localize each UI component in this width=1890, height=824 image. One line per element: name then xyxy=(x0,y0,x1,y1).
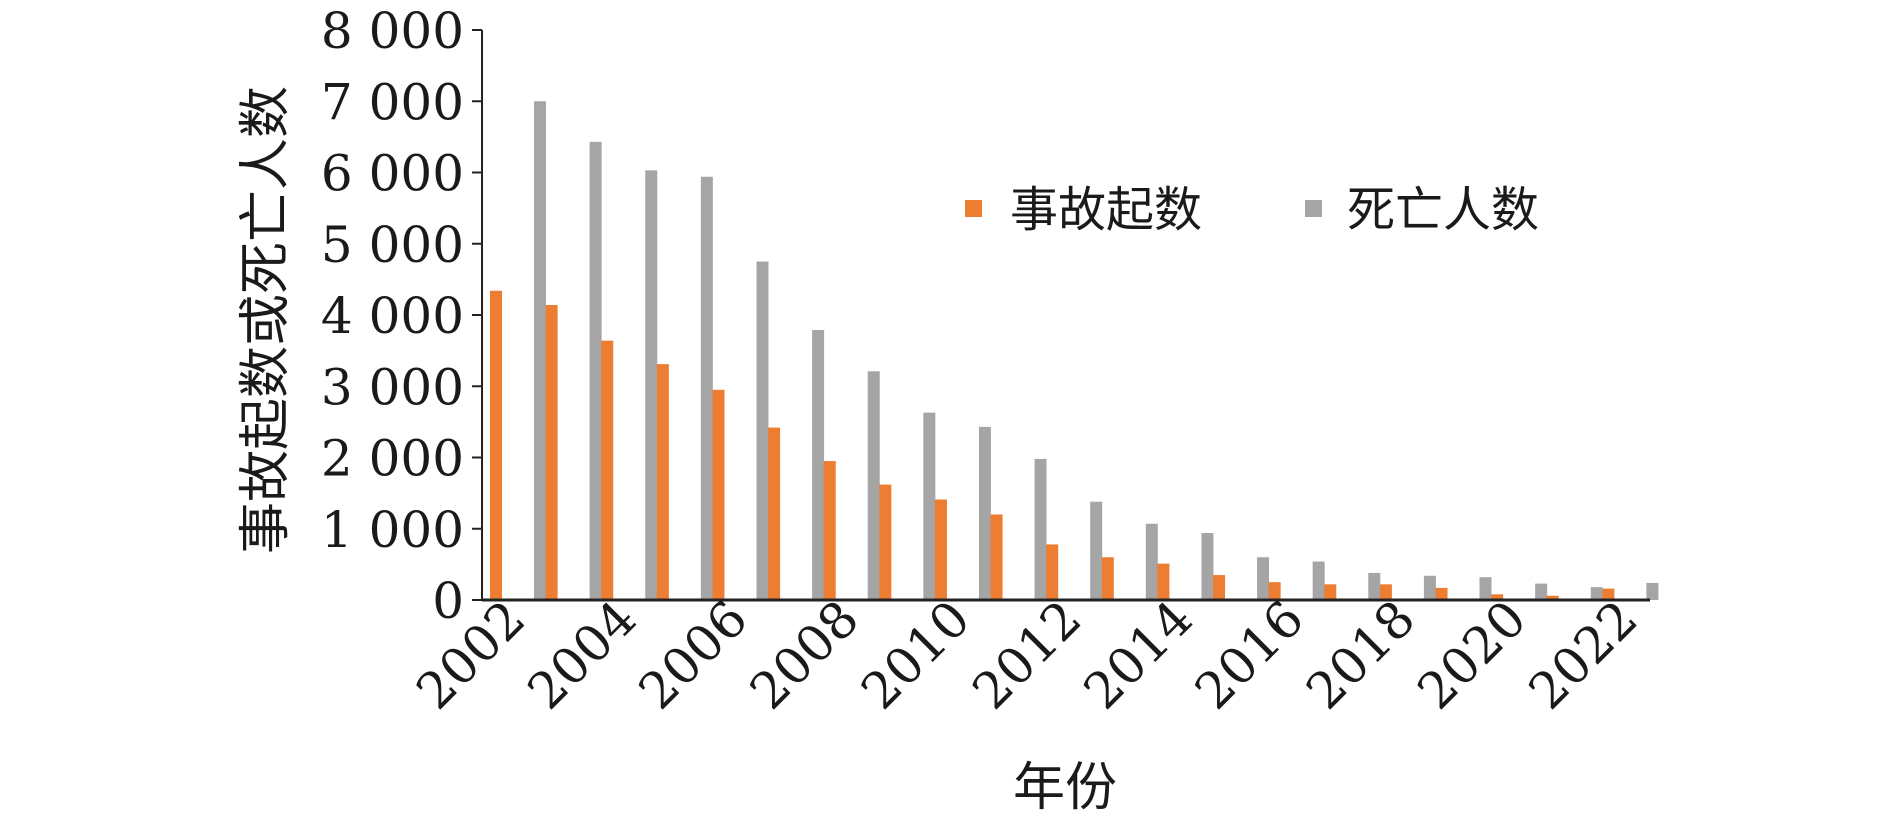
x-tick-label: 2008 xyxy=(739,589,870,720)
bar-deaths xyxy=(1257,557,1270,600)
bar-accidents xyxy=(712,389,725,600)
y-axis-title: 事故起数或死亡人数 xyxy=(236,86,296,554)
bar-deaths xyxy=(1145,523,1158,600)
bar-accidents xyxy=(1157,563,1170,600)
bar-deaths xyxy=(1590,587,1603,600)
bar-accidents xyxy=(601,340,614,600)
bar-accidents xyxy=(879,484,892,600)
legend-label-accidents: 事故起数 xyxy=(1010,182,1202,238)
legend-label-deaths: 死亡人数 xyxy=(1347,182,1539,238)
bar-deaths xyxy=(1034,458,1047,600)
bar-deaths xyxy=(645,170,658,601)
bar-deaths xyxy=(1535,583,1548,600)
bar-accidents xyxy=(1324,584,1337,600)
bar-deaths xyxy=(1646,582,1659,600)
bar-accidents xyxy=(1435,587,1448,600)
bar-deaths xyxy=(812,329,825,600)
x-tick-label: 2014 xyxy=(1073,589,1204,720)
bar-accidents xyxy=(1379,584,1392,600)
bar-accidents xyxy=(1213,575,1226,600)
y-tick-label: 6 000 xyxy=(321,145,464,203)
bar-deaths xyxy=(1312,561,1325,600)
bar-accidents xyxy=(934,499,947,600)
bar-deaths xyxy=(1090,501,1103,600)
x-tick-label: 2020 xyxy=(1406,589,1537,720)
bar-deaths xyxy=(923,412,936,600)
bar-accidents xyxy=(545,305,558,600)
bar-accidents xyxy=(490,290,502,600)
bar-deaths xyxy=(1201,533,1214,600)
bar-deaths xyxy=(1423,575,1436,600)
bar-accidents xyxy=(1491,594,1504,600)
y-tick-label: 0 xyxy=(432,572,464,630)
bar-deaths xyxy=(1479,577,1492,600)
x-tick-label: 2006 xyxy=(628,589,759,720)
bar-accidents xyxy=(656,364,669,600)
bar-deaths xyxy=(534,101,546,600)
x-axis: 2002200420062008201020122014201620182020… xyxy=(405,589,1650,720)
y-tick-label: 8 000 xyxy=(321,2,464,60)
x-tick-label: 2012 xyxy=(961,589,1092,720)
x-tick-label: 2010 xyxy=(850,589,981,720)
bars xyxy=(490,101,1659,601)
bar-deaths xyxy=(867,371,880,600)
bar-deaths xyxy=(1368,572,1381,600)
bar-accidents xyxy=(1101,557,1114,600)
y-tick-label: 3 000 xyxy=(321,358,464,416)
x-axis-title: 年份 xyxy=(1013,758,1117,818)
x-tick-label: 2016 xyxy=(1184,589,1315,720)
bar-accidents xyxy=(1046,544,1059,600)
y-tick-label: 2 000 xyxy=(321,430,464,488)
legend: 事故起数 死亡人数 xyxy=(965,182,1539,238)
bar-accidents xyxy=(990,514,1003,600)
legend-swatch-deaths xyxy=(1305,200,1322,217)
y-axis: 0 1 000 2 000 3 000 4 000 5 000 6 000 7 000 8 00… xyxy=(321,2,483,630)
bar-deaths xyxy=(700,176,713,600)
bar-accidents xyxy=(1268,582,1281,600)
y-tick-label: 4 000 xyxy=(321,287,464,345)
bar-deaths xyxy=(756,261,769,600)
y-tick-label: 5 000 xyxy=(321,216,464,274)
x-tick-label: 2018 xyxy=(1295,589,1426,720)
bar-accidents xyxy=(823,461,836,600)
bar-deaths xyxy=(978,426,991,600)
legend-swatch-accidents xyxy=(965,200,982,217)
x-tick-label: 2004 xyxy=(517,589,648,720)
bar-deaths xyxy=(589,141,602,601)
x-tick-label: 2022 xyxy=(1518,589,1649,720)
bar-accidents xyxy=(1546,595,1559,600)
y-tick-label: 1 000 xyxy=(321,501,464,559)
bar-accidents xyxy=(1602,588,1615,600)
y-tick-label: 7 000 xyxy=(321,73,464,131)
bar-accidents xyxy=(768,427,781,600)
x-tick-label: 2002 xyxy=(405,589,536,720)
